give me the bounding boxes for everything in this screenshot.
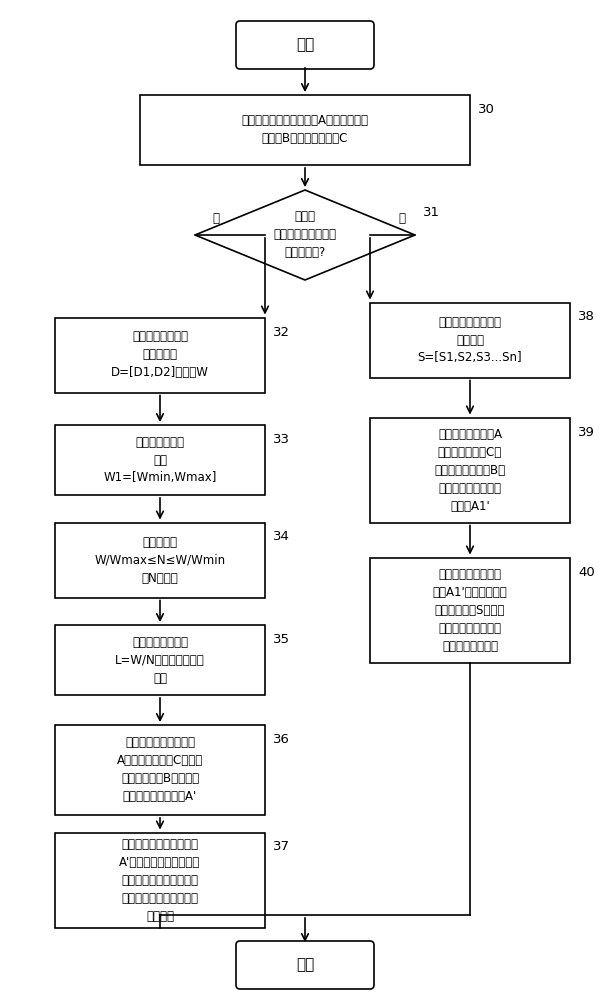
Text: 利用车辆中心线处的
坐标A1'与车辆所在路
段的车道数据S，通过
空间解析几何方法来
确定车辆所在车道: 利用车辆中心线处的 坐标A1'与车辆所在路 段的车道数据S，通过 空间解析几何方… bbox=[432, 568, 508, 652]
Text: 通过车辆位置坐标A
、车辆行驶方向C和
导航装置安装偏差B来
计算出车辆中心线处
的坐标A1': 通过车辆位置坐标A 、车辆行驶方向C和 导航装置安装偏差B来 计算出车辆中心线处… bbox=[434, 428, 506, 512]
Bar bbox=[55, 832, 265, 928]
Text: 40: 40 bbox=[578, 566, 595, 578]
Text: 31: 31 bbox=[423, 206, 440, 219]
Text: 通过车辆实时位置坐标
A、车辆行驶方向C和导航
装置安装偏差B来计算出
车辆中心线处的坐标A': 通过车辆实时位置坐标 A、车辆行驶方向C和导航 装置安装偏差B来计算出 车辆中心… bbox=[117, 736, 203, 804]
Text: 获取单车道设计
宽度
W1=[Wmin,Wmax]: 获取单车道设计 宽度 W1=[Wmin,Wmax] bbox=[103, 436, 217, 485]
FancyBboxPatch shape bbox=[236, 21, 374, 69]
Text: 39: 39 bbox=[578, 426, 595, 438]
Text: 38: 38 bbox=[578, 310, 595, 324]
Text: 计算车道数
W/Wmax≤N≤W/Wmin
，N为整数: 计算车道数 W/Wmax≤N≤W/Wmin ，N为整数 bbox=[95, 536, 226, 584]
Text: 利用车辆中心线处的坐标
A'与车辆所在路段的每一
车道的边界线，通过空间
解析几何方法来确定车辆
所在车道: 利用车辆中心线处的坐标 A'与车辆所在路段的每一 车道的边界线，通过空间 解析几… bbox=[120, 838, 201, 922]
Bar bbox=[370, 418, 570, 522]
Text: 获取车辆的实时位置坐标A、导航装置安
装偏差B和车辆行驶方向C: 获取车辆的实时位置坐标A、导航装置安 装偏差B和车辆行驶方向C bbox=[242, 114, 368, 145]
Bar bbox=[140, 95, 470, 165]
Bar bbox=[370, 558, 570, 662]
Text: 36: 36 bbox=[273, 733, 290, 746]
Text: 是: 是 bbox=[398, 212, 405, 225]
Bar bbox=[55, 318, 265, 392]
Text: 34: 34 bbox=[273, 530, 290, 544]
FancyBboxPatch shape bbox=[236, 941, 374, 989]
Polygon shape bbox=[195, 190, 415, 280]
Text: 33: 33 bbox=[273, 433, 290, 446]
Text: 开始: 开始 bbox=[296, 37, 314, 52]
Bar bbox=[55, 625, 265, 695]
Text: 30: 30 bbox=[478, 103, 495, 116]
Text: 结束: 结束 bbox=[296, 958, 314, 972]
Bar bbox=[370, 302, 570, 377]
Text: 获取车辆所在路段的
车道数据
S=[S1,S2,S3...Sn]: 获取车辆所在路段的 车道数据 S=[S1,S2,S3...Sn] bbox=[418, 316, 522, 364]
Bar bbox=[55, 522, 265, 597]
Text: 侦测车
辆所在路段是否有车
道地图数据?: 侦测车 辆所在路段是否有车 道地图数据? bbox=[273, 211, 337, 259]
Bar bbox=[55, 425, 265, 495]
Text: 否: 否 bbox=[212, 212, 220, 225]
Bar bbox=[55, 725, 265, 815]
Text: 35: 35 bbox=[273, 633, 290, 646]
Text: 计算车道平均宽度
L=W/N和每一车道的边
界线: 计算车道平均宽度 L=W/N和每一车道的边 界线 bbox=[115, 636, 205, 684]
Text: 37: 37 bbox=[273, 840, 290, 854]
Text: 32: 32 bbox=[273, 326, 290, 338]
Text: 获取车辆所在路段
的道路边界
D=[D1,D2]和宽度W: 获取车辆所在路段 的道路边界 D=[D1,D2]和宽度W bbox=[111, 330, 209, 379]
